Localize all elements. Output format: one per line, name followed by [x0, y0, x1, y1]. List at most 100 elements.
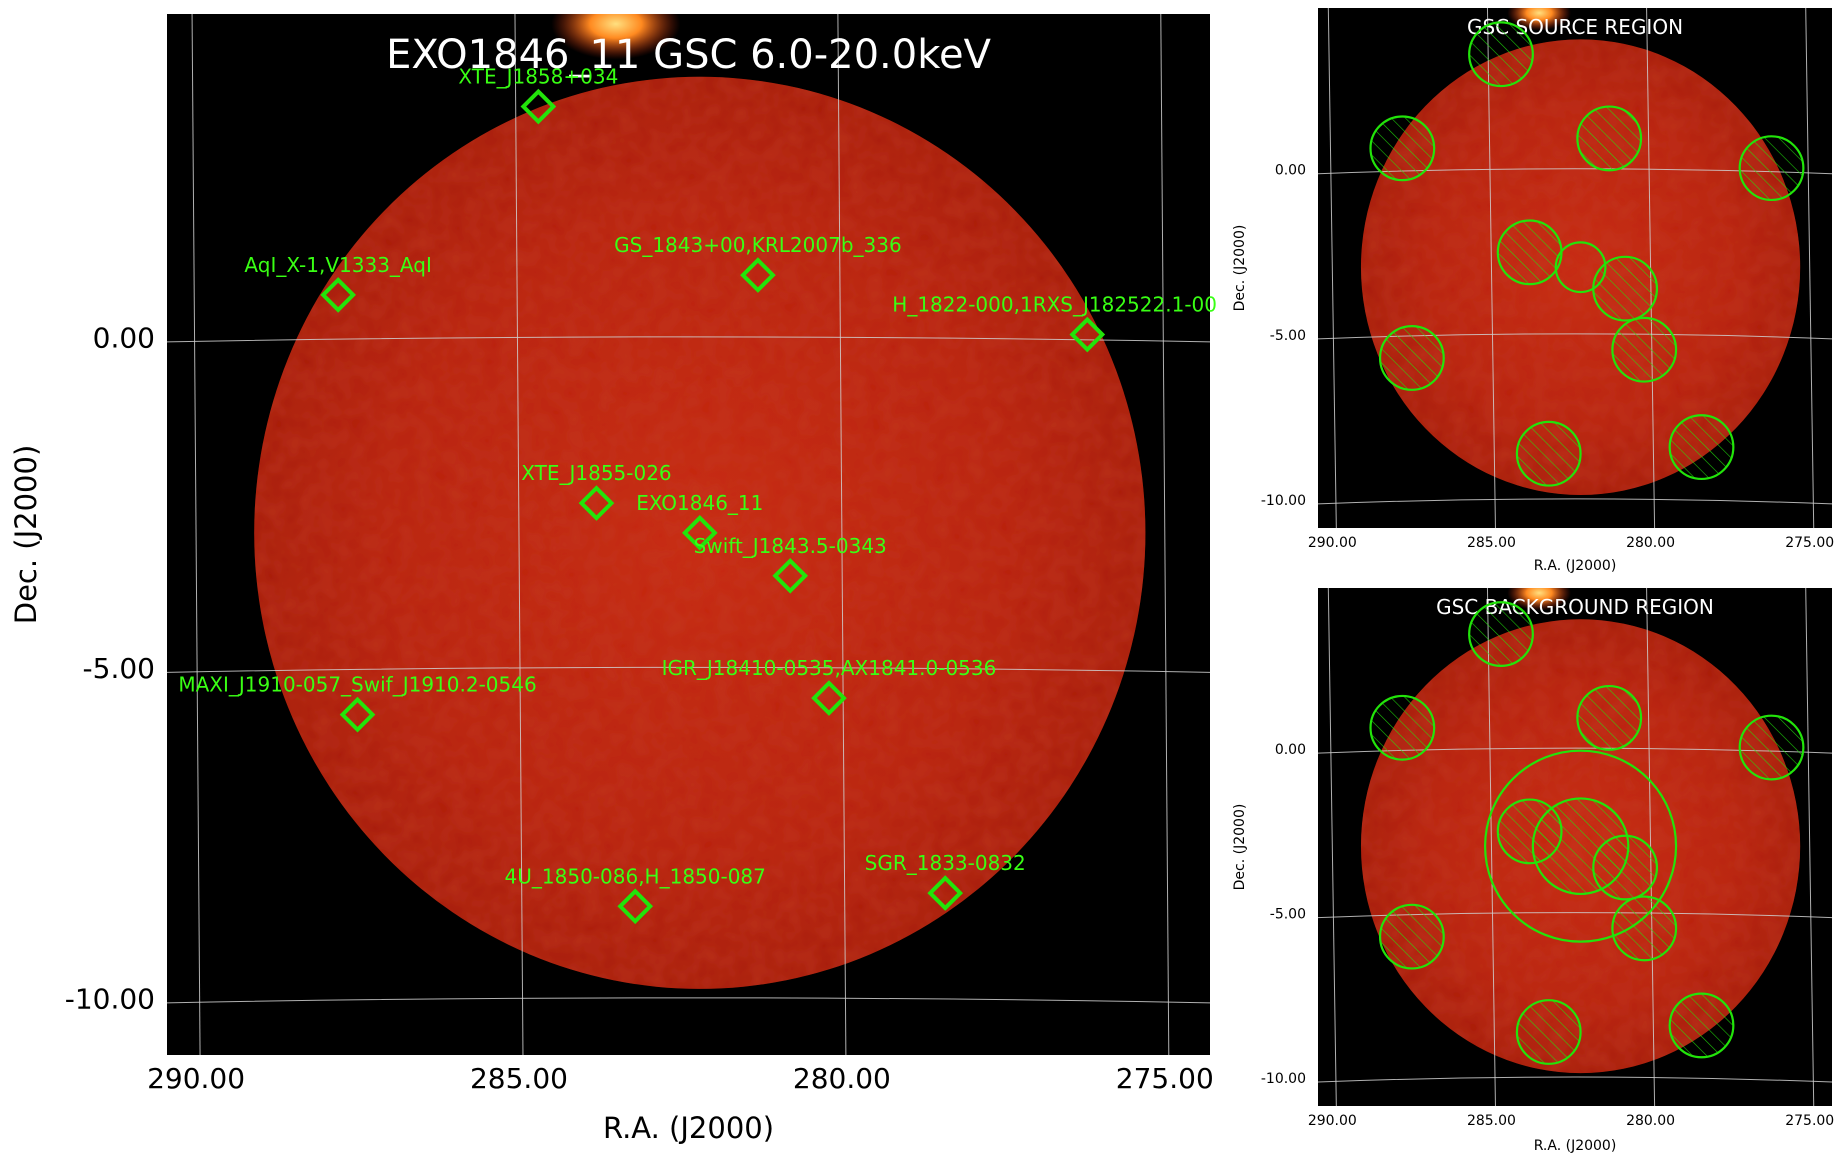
x-tick-label: 285.00 [1467, 1113, 1516, 1129]
source-marker [772, 557, 809, 594]
fov-noise [1360, 39, 1801, 495]
x-tick-label: 290.00 [1308, 535, 1357, 551]
y-axis-label: Dec. (J2000) [1232, 804, 1248, 891]
y-tick-label: -5.00 [1270, 328, 1306, 344]
x-tick-label: 275.00 [1116, 1062, 1214, 1095]
source-label: IGR_J18410-0535,AX1841.0-0536 [662, 656, 997, 680]
excluded-region-circle [1378, 325, 1445, 391]
source-marker [927, 875, 964, 911]
excluded-region-circle [1592, 255, 1659, 322]
bright-source-hotspot [1507, 588, 1572, 611]
x-tick-label: 290.00 [1308, 1113, 1357, 1129]
y-tick-label: 0.00 [1275, 163, 1306, 179]
source-marker [617, 888, 654, 925]
source-label: MAXI_J1910-057_Swif_J1910.2-0546 [178, 673, 536, 697]
grid-ra-285 [1486, 7, 1496, 529]
source-region-circle [1554, 241, 1607, 294]
excluded-region-circle [1611, 316, 1678, 383]
fov-cut [1812, 318, 1832, 528]
x-tick-label: 285.00 [1467, 535, 1516, 551]
grid-ra-290 [191, 13, 201, 1056]
excluded-region-circle [1611, 895, 1678, 962]
x-axis-label: R.A. (J2000) [603, 1111, 774, 1145]
fov-noise [254, 76, 1146, 989]
exposure-map [1360, 8, 1832, 528]
source-label: EXO1846_11 [636, 491, 763, 515]
excluded-region-circle [1369, 115, 1436, 182]
excluded-region-circle [1496, 219, 1563, 286]
annulus-inner-circle [1531, 797, 1630, 896]
grid-ra-290 [1327, 587, 1337, 1107]
y-tick-label: 0.00 [1275, 742, 1306, 758]
fov-cut [1171, 635, 1210, 1055]
y-tick-label: 0.00 [93, 322, 155, 355]
x-axis-label: R.A. (J2000) [1534, 1138, 1617, 1154]
grid-ra-290 [1327, 7, 1337, 529]
y-tick-label: -10.00 [1261, 1071, 1306, 1087]
grid-ra-285 [1486, 587, 1496, 1107]
source-marker [811, 680, 847, 716]
grid-dec-0 [166, 336, 1211, 343]
y-axis-label: Dec. (J2000) [9, 445, 43, 625]
exposure-map [254, 14, 1210, 1055]
source-label: XTE_J1858+034 [458, 65, 618, 89]
grid-dec--10 [1317, 498, 1833, 505]
grid-dec--10 [166, 997, 1211, 1004]
x-tick-label: 280.00 [793, 1062, 891, 1095]
source-label: XTE_J1855-026 [521, 461, 671, 485]
y-tick-label: -10.00 [1261, 493, 1306, 509]
source-marker [339, 696, 376, 733]
excluded-region-circle [1576, 105, 1643, 172]
source-label: SGR_1833-0832 [865, 851, 1026, 875]
grid-ra-280 [837, 13, 847, 1056]
fov-cut [1812, 897, 1832, 1106]
x-axis-label: R.A. (J2000) [1534, 558, 1617, 574]
excluded-region-circle [1515, 999, 1582, 1065]
grid-ra-275 [1160, 13, 1170, 1056]
excluded-region-circle [1738, 135, 1805, 202]
y-tick-label: -5.00 [83, 652, 155, 685]
x-tick-label: 275.00 [1785, 535, 1834, 551]
excluded-region-circle [1515, 420, 1582, 487]
source-marker [1069, 316, 1106, 353]
bright-source-hotspot [1507, 8, 1572, 31]
excluded-region-circle [1668, 992, 1735, 1059]
grid-ra-275 [1805, 587, 1815, 1107]
x-tick-label: 290.00 [147, 1062, 245, 1095]
panel-2: 290.00 285.00 280.00 275.00 0.00 -5.00 -10.00 R… [1232, 7, 1834, 574]
grid-dec--10 [1317, 1076, 1833, 1083]
excluded-region-circle [1369, 694, 1436, 761]
source-marker [740, 257, 776, 293]
grid-ra-285 [514, 13, 524, 1056]
y-axis-label: Dec. (J2000) [1232, 225, 1248, 312]
source-marker [578, 485, 615, 521]
source-label: AqI_X-1,V1333_AqI [244, 253, 431, 277]
chart-title: EXO1846_11 GSC 6.0-20.0keV [386, 32, 992, 78]
y-tick-label: -5.00 [1270, 907, 1306, 923]
x-tick-label: 285.00 [470, 1062, 568, 1095]
y-tick-label: -10.00 [65, 983, 155, 1016]
grid-dec--5 [166, 666, 1211, 673]
source-label: Swift_J1843.5-0343 [694, 534, 887, 558]
panel-1: 290.00 285.00 280.00 275.00 0.00 -5.00 -10.00 R… [9, 13, 1217, 1145]
bright-source-hotspot [551, 14, 681, 60]
x-tick-label: 280.00 [1626, 535, 1675, 551]
excluded-region-circle [1576, 684, 1643, 751]
panel-3: 290.00 285.00 280.00 275.00 0.00 -5.00 -10.00 R… [1232, 587, 1834, 1154]
excluded-region-circle [1468, 601, 1534, 667]
source-marker [320, 277, 356, 313]
source-marker [520, 88, 557, 125]
source-label: 4U_1850-086,H_1850-087 [505, 864, 766, 888]
annulus-outer-circle [1483, 749, 1678, 943]
x-tick-label: 280.00 [1626, 1113, 1675, 1129]
excluded-region-circle [1668, 414, 1735, 481]
source-label: H_1822-000,1RXS_J182522.1-00 [892, 293, 1217, 317]
source-label: GS_1843+00,KRL2007b_336 [614, 233, 902, 257]
excluded-region-circle [1738, 714, 1805, 781]
x-tick-label: 275.00 [1785, 1113, 1834, 1129]
grid-ra-275 [1805, 7, 1815, 529]
source-marker [681, 515, 718, 551]
excluded-region-circle [1468, 21, 1534, 88]
excluded-region-circle [1378, 903, 1445, 970]
